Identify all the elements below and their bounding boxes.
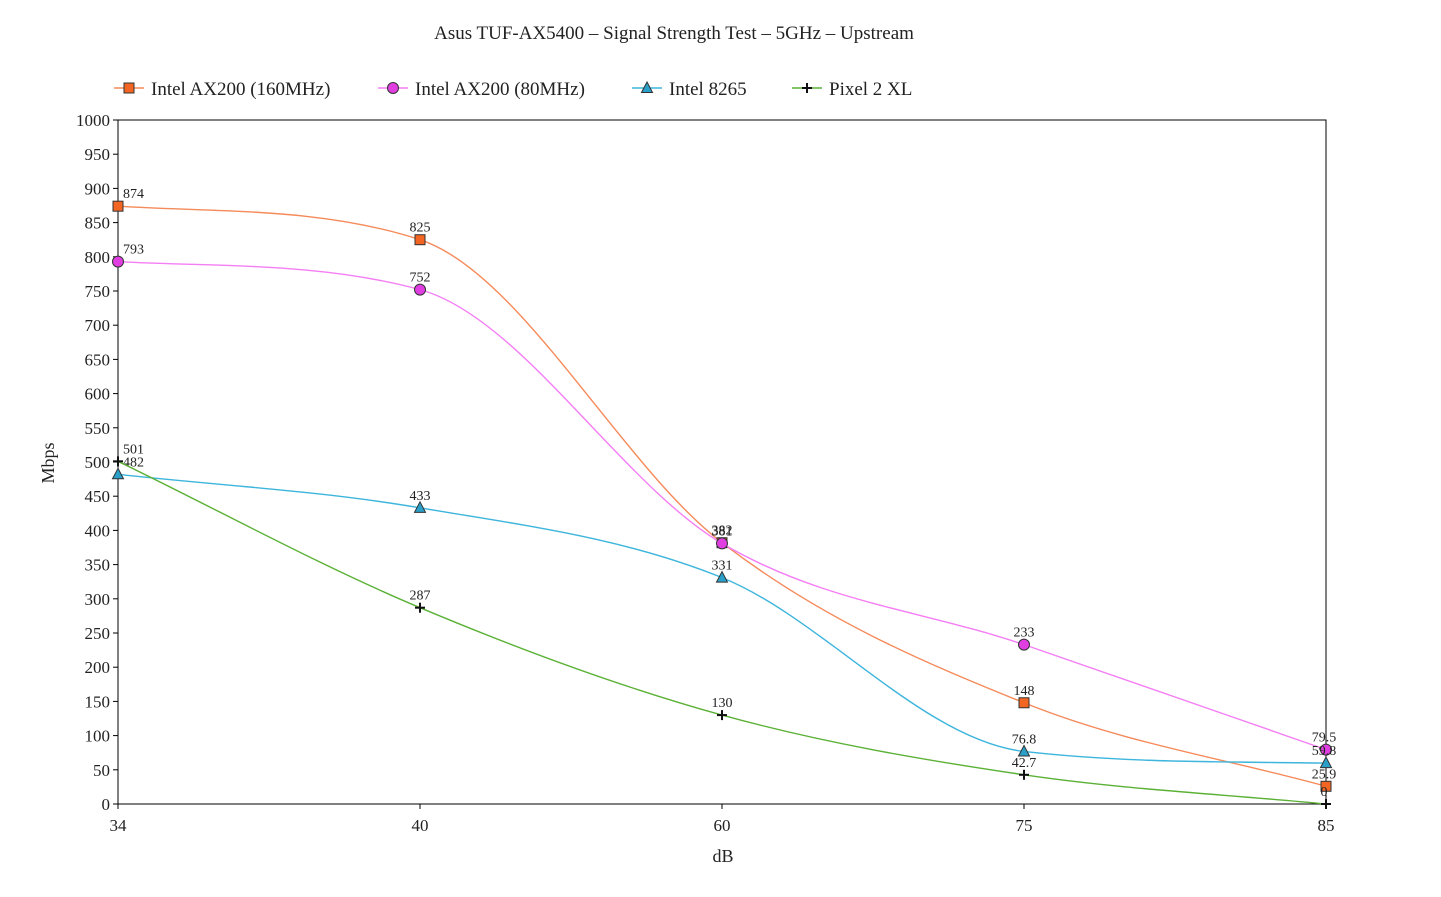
data-label: 233 [1014,626,1035,641]
chart-title: Asus TUF-AX5400 – Signal Strength Test –… [434,23,914,44]
y-tick-label: 1000 [76,111,110,130]
data-point [1321,799,1331,809]
data-point [112,255,124,268]
y-tick-label: 550 [85,419,111,438]
y-tick-label: 700 [85,316,111,335]
x-tick-label: 34 [110,816,128,835]
x-tick-label: 85 [1318,816,1335,835]
y-tick-label: 100 [85,727,111,746]
data-point [1018,638,1030,651]
legend-marker [802,83,812,93]
y-tick-label: 900 [85,179,111,198]
legend-marker [640,80,654,93]
y-tick-label: 150 [85,692,111,711]
series-line [117,205,1327,787]
data-point [413,500,427,513]
data-point [1019,769,1029,780]
legend-marker [123,82,135,94]
data-label: 501 [123,442,144,457]
data-label: 482 [123,455,144,470]
legend-label: Intel AX200 (80MHz) [415,79,585,100]
data-point [415,602,425,613]
y-tick-label: 500 [85,453,111,472]
data-label: 381 [712,524,733,539]
y-axis-label: Mbps [38,442,58,483]
data-label: 793 [123,243,144,258]
data-label: 825 [410,221,431,236]
y-tick-label: 800 [85,248,111,267]
y-tick-label: 0 [102,795,111,814]
data-label: 331 [712,559,733,574]
legend-label: Pixel 2 XL [829,79,912,100]
series-0: 874 825 382 148 25.9 [112,187,1337,792]
data-label: 25.9 [1312,767,1337,782]
series-line [117,460,1327,805]
data-label: 874 [123,187,144,202]
data-point [112,200,124,212]
data-label: 76.8 [1012,732,1037,747]
y-tick-label: 350 [85,556,111,575]
series-3: 501 287 130 42.7 0 [113,442,1331,809]
data-label: 752 [410,271,431,286]
legend-item-1: Intel AX200 (80MHz) [378,79,585,100]
x-tick-label: 60 [714,816,731,835]
legend-label: Intel AX200 (160MHz) [151,79,330,100]
legend-item-3: Pixel 2 XL [792,79,912,100]
data-label: 79.5 [1312,731,1337,746]
y-tick-label: 650 [85,350,111,369]
data-point [414,234,426,246]
legend-item-2: Intel 8265 [632,79,747,100]
y-tick-label: 850 [85,214,111,233]
data-point [111,467,125,480]
data-point [715,570,729,583]
series-2: 482 433 331 76.8 59.8 [111,455,1337,769]
y-tick-label: 50 [93,761,110,780]
data-point [717,710,727,721]
data-point [1320,780,1332,792]
data-point [716,537,728,550]
x-tick-label: 75 [1016,816,1033,835]
series-1: 793 752 381 233 79.5 [112,243,1337,756]
legend-marker [387,82,399,94]
legend: Intel AX200 (160MHz) Intel AX200 (80MHz) I… [114,79,912,100]
x-tick-label: 40 [412,816,429,835]
y-tick-label: 200 [85,658,111,677]
y-tick-label: 400 [85,521,111,540]
y-tick-label: 600 [85,385,111,404]
x-axis-label: dB [712,846,733,866]
data-point [1018,697,1030,709]
data-point [414,283,426,296]
y-tick-label: 950 [85,145,111,164]
data-label: 382 [712,524,733,539]
plot-area: 0501001502002503003504004505005506006507… [76,111,1336,835]
data-label: 0 [1321,785,1328,800]
series-line [117,260,1327,751]
data-label: 433 [410,489,431,504]
y-tick-label: 300 [85,590,111,609]
legend-item-0: Intel AX200 (160MHz) [114,79,330,100]
data-point [1017,744,1031,757]
data-label: 148 [1014,684,1035,699]
data-label: 130 [712,696,733,711]
data-point [1319,756,1333,769]
data-point [1320,743,1332,756]
data-label: 59.8 [1312,744,1337,759]
y-tick-label: 450 [85,487,111,506]
data-label: 42.7 [1012,756,1037,771]
data-point [113,456,123,467]
data-label: 287 [410,589,431,604]
legend-label: Intel 8265 [669,79,747,100]
y-tick-label: 250 [85,624,111,643]
y-tick-label: 750 [85,282,111,301]
